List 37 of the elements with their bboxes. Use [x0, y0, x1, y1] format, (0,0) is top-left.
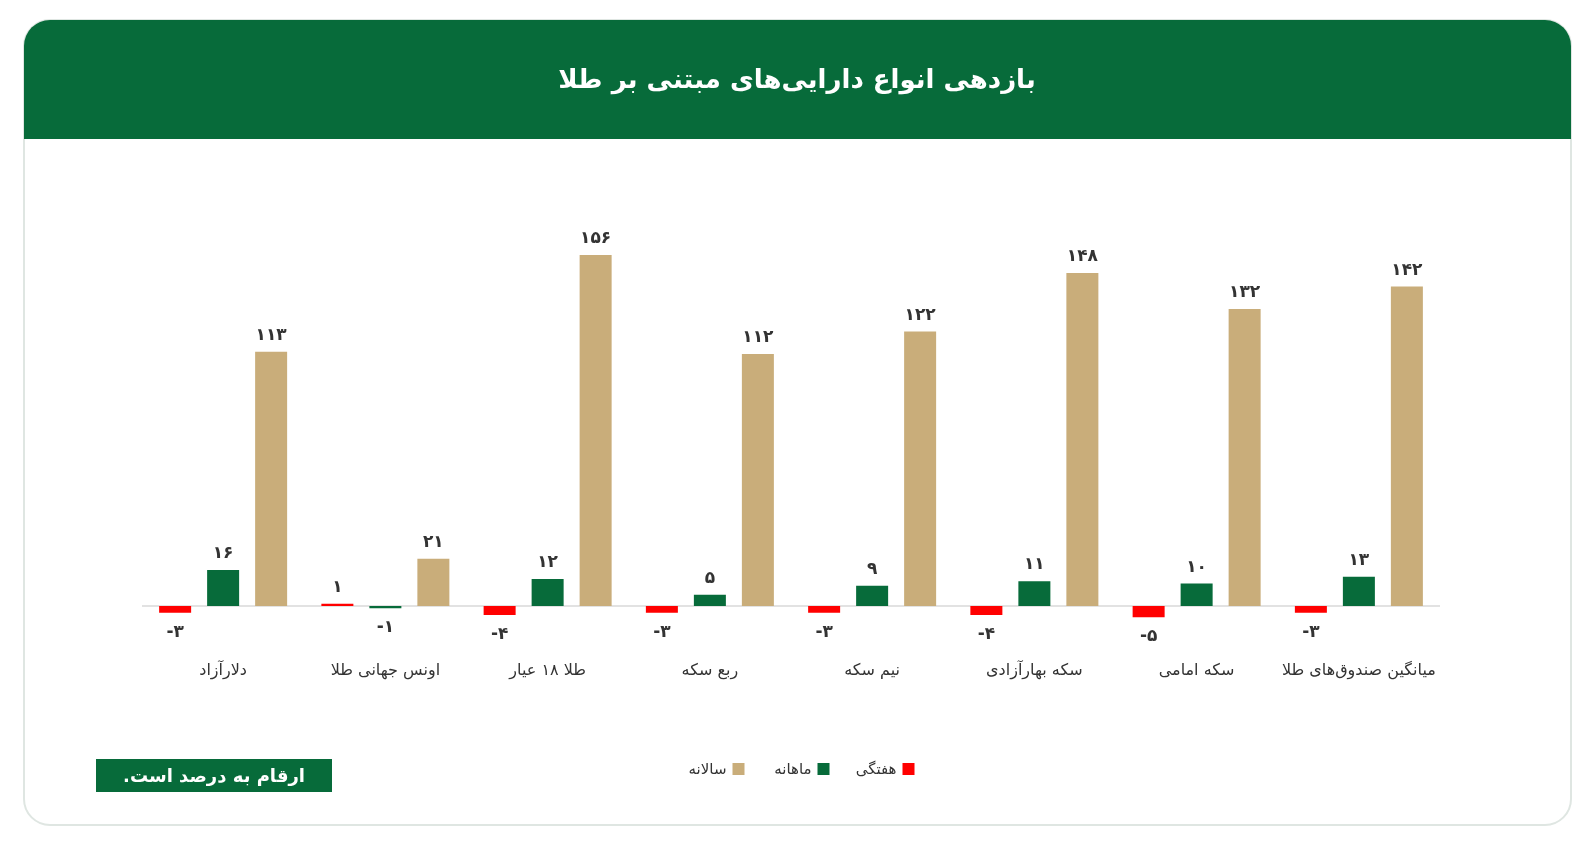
- data-label: ۱۳۲: [1229, 281, 1261, 301]
- legend-label: هفتگی: [855, 760, 897, 778]
- data-label: -۴: [490, 623, 509, 643]
- data-label: ۲۱: [422, 530, 444, 551]
- data-label: ۱۱۳: [255, 323, 288, 344]
- x-tick-label: سکه بهارآزادی: [986, 660, 1083, 680]
- data-label: ۱۵۶: [580, 227, 612, 247]
- data-label: ۱۰: [1186, 555, 1208, 576]
- data-label: ۹: [866, 557, 878, 578]
- x-tick-label: نیم سکه: [844, 660, 901, 679]
- text: ارقام به درصد است.: [123, 765, 305, 786]
- data-label: -۳: [815, 620, 834, 641]
- data-label: ۱۳: [1348, 548, 1370, 569]
- data-label: -۳: [1302, 620, 1321, 641]
- title: بازدهی انواع دارایی‌های مبتنی بر طلا: [558, 64, 1036, 94]
- data-label: ۱۲۲: [904, 303, 937, 324]
- data-label: ۱: [332, 575, 343, 596]
- data-label: -۴: [977, 623, 996, 643]
- data-label: -۳: [653, 620, 672, 641]
- x-tick-label: اونس جهانی طلا: [330, 660, 441, 680]
- data-label: ۱۱۲: [742, 326, 775, 346]
- data-label: -۵: [1139, 625, 1158, 646]
- x-tick-label: سکه امامی: [1158, 660, 1235, 679]
- data-label: ۱۶: [212, 542, 234, 562]
- data-label: ۱۴۲: [1391, 258, 1424, 279]
- legend-label: ماهانه: [774, 760, 812, 778]
- data-label: ۱۲: [537, 551, 559, 571]
- data-label: -۳: [166, 620, 185, 641]
- x-tick-label: دلارآزاد: [199, 660, 247, 680]
- x-tick-label: میانگین صندوق‌های طلا: [1281, 660, 1436, 680]
- data-label: ۱۱: [1023, 553, 1045, 574]
- data-label: -۱: [376, 616, 395, 637]
- x-tick-label: طلا ۱۸ عیار: [508, 660, 586, 680]
- x-tick-label: ربع سکه: [681, 660, 739, 680]
- legend-label: سالانه: [688, 760, 727, 778]
- data-label: ۱۴۸: [1066, 245, 1099, 265]
- data-label: ۵: [704, 566, 716, 587]
